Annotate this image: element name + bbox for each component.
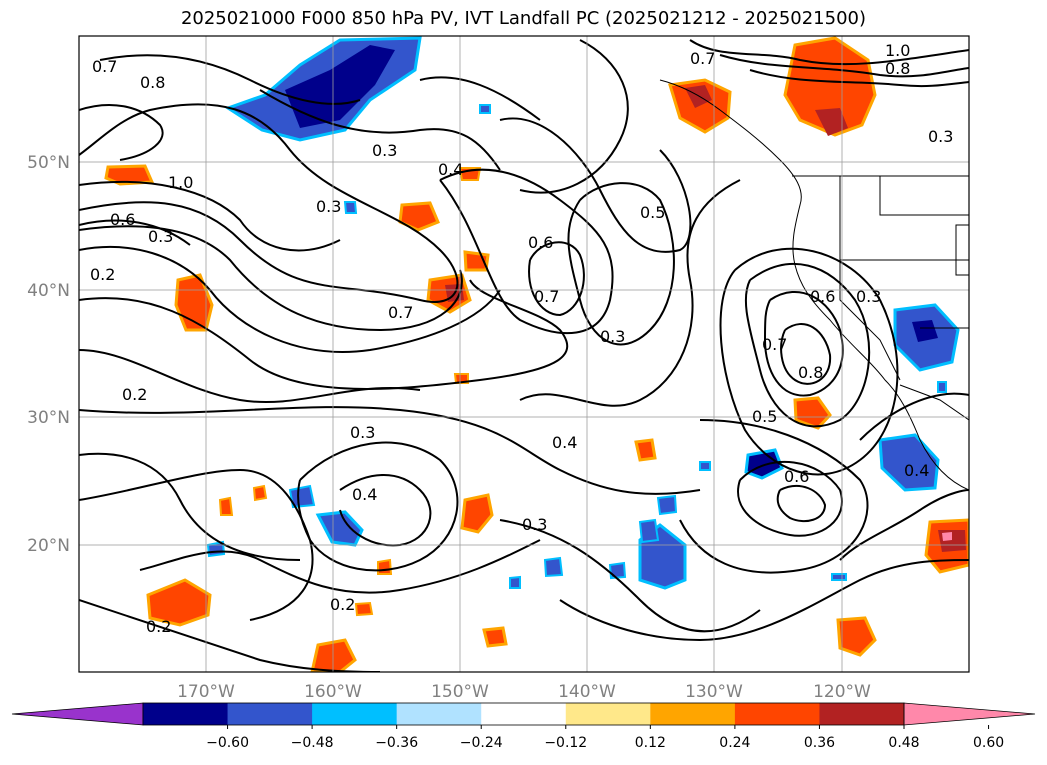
lat-label: 30°N [27,408,70,428]
contour-label: 0.8 [140,73,165,92]
contour-labels: 0.7 0.8 1.0 0.8 0.7 0.4 1.0 0.6 0.3 0.2 … [90,41,953,636]
contour-label: 0.2 [330,595,355,614]
contour-label: 0.3 [372,141,397,160]
contour-label: 0.6 [528,233,553,252]
contour-label: 0.7 [690,49,715,68]
lat-label: 40°N [27,281,70,301]
contour-label: 0.4 [904,461,929,480]
contour-label: 0.4 [352,485,377,504]
contour-label: 0.7 [534,287,559,306]
colorbar-tick-label: 0.24 [719,735,750,751]
contour-label: 0.3 [316,197,341,216]
colorbar-cell [396,703,482,725]
contour-label: 0.2 [146,617,171,636]
colorbar-extend-right [903,702,1036,726]
lon-label: 170°W [177,682,235,702]
contour-label: 0.7 [92,57,117,76]
colorbar-tick-label: 0.60 [973,735,1004,751]
colorbar-cell [819,703,905,725]
colorbar-tick-label: −0.12 [544,735,587,751]
contour-label: 0.6 [810,287,835,306]
colorbar-cell [481,703,567,725]
contour-label: 0.8 [798,363,823,382]
contour-label: 0.6 [784,467,809,486]
colorbar: −0.60 −0.48 −0.36 −0.24 −0.12 0.12 0.24 0.36 0.4… [11,702,1036,751]
map-frame [78,35,970,673]
contour-label: 0.8 [885,59,910,78]
contour-label: 0.7 [762,335,787,354]
colorbar-tick-label: 0.36 [804,735,835,751]
map-title: 2025021000 F000 850 hPa PV, IVT Landfall… [180,8,867,29]
contour-label: 0.4 [438,160,463,179]
lon-label: 160°W [304,682,362,702]
contour-label: 0.5 [752,407,777,426]
contour-label: 0.2 [90,265,115,284]
longitude-labels: 170°W 160°W 150°W 140°W 130°W 120°W [177,682,871,702]
colorbar-cell [565,703,651,725]
lon-label: 120°W [813,682,871,702]
lon-label: 130°W [685,682,743,702]
lat-label: 50°N [27,153,70,173]
contour-label: 0.3 [928,127,953,146]
colorbar-tick-label: −0.60 [206,735,249,751]
contour-label: 1.0 [885,41,910,60]
contour-label: 0.3 [522,515,547,534]
colorbar-cell [650,703,736,725]
colorbar-tick-label: −0.48 [291,735,334,751]
contour-label: 0.6 [110,210,135,229]
colorbar-extend-left [11,702,144,726]
contour-label: 0.7 [388,303,413,322]
contour-label: 0.3 [350,423,375,442]
contour-label: 0.3 [600,327,625,346]
colorbar-cell [312,703,398,725]
lon-label: 150°W [431,682,489,702]
colorbar-cell [227,703,313,725]
contour-label: 1.0 [168,173,193,192]
colorbar-tick-label: −0.36 [375,735,418,751]
lat-label: 20°N [27,536,70,556]
coastlines [659,79,969,491]
lon-label: 140°W [558,682,616,702]
colorbar-cell [143,703,229,725]
map-plot-area: 0.7 0.8 1.0 0.8 0.7 0.4 1.0 0.6 0.3 0.2 … [79,36,969,672]
graticule [79,36,969,672]
contour-label: 0.3 [148,227,173,246]
negative-anomaly-patches [206,36,960,590]
contour-label: 0.2 [122,385,147,404]
contour-label: 0.3 [856,287,881,306]
colorbar-tick-label: 0.48 [888,735,919,751]
colorbar-cell [734,703,820,725]
contour-label: 0.4 [552,433,577,452]
contour-label: 0.5 [640,203,665,222]
pv-contours [79,39,969,672]
latitude-labels: 50°N 40°N 30°N 20°N [27,153,70,556]
colorbar-tick-label: 0.12 [635,735,666,751]
colorbar-tick-label: −0.24 [460,735,503,751]
